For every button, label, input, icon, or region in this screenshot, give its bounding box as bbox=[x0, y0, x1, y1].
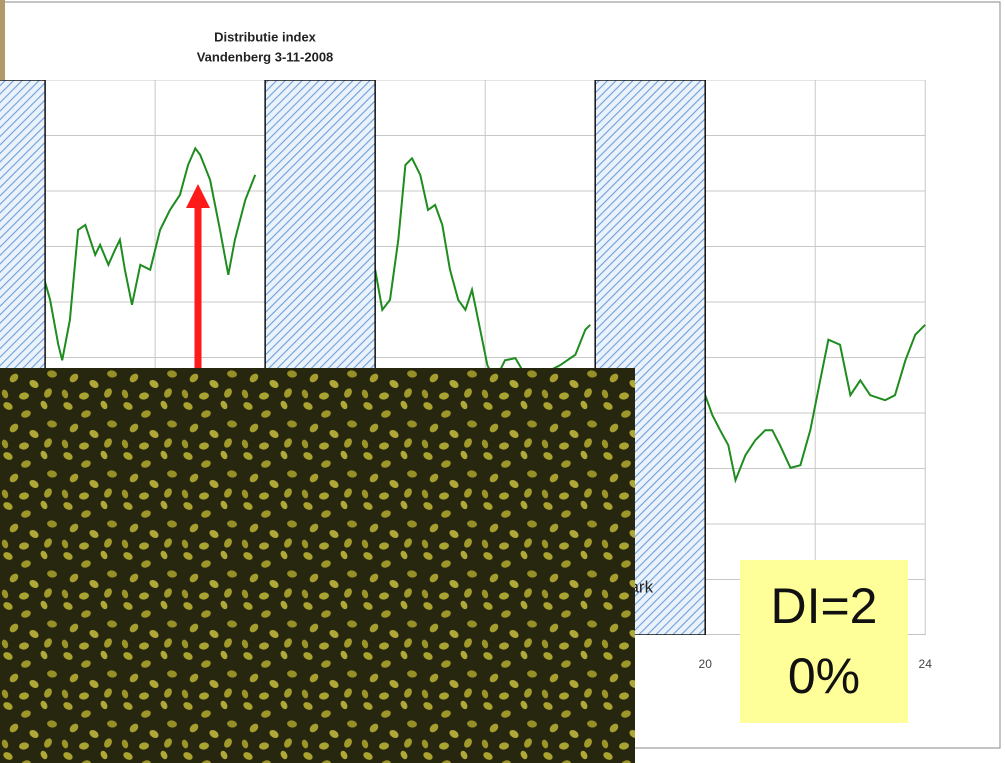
callout-text: 0% bbox=[788, 648, 860, 704]
data-line bbox=[367, 156, 591, 383]
arrow-head bbox=[186, 184, 210, 208]
callout-text: DI=2 bbox=[770, 578, 877, 634]
chart-subtitle: Vandenberg 3-11-2008 bbox=[197, 49, 334, 64]
bee-photo bbox=[0, 368, 635, 763]
x-tick-label: 20 bbox=[699, 657, 713, 671]
data-line bbox=[704, 324, 926, 484]
x-tick-label: 24 bbox=[919, 657, 933, 671]
callout-box bbox=[740, 560, 908, 723]
data-line bbox=[32, 146, 257, 361]
chart-title: Distributie index bbox=[214, 29, 317, 44]
bee-photo-shade bbox=[0, 368, 635, 763]
overlay: Dark DI=20% bbox=[0, 184, 908, 763]
